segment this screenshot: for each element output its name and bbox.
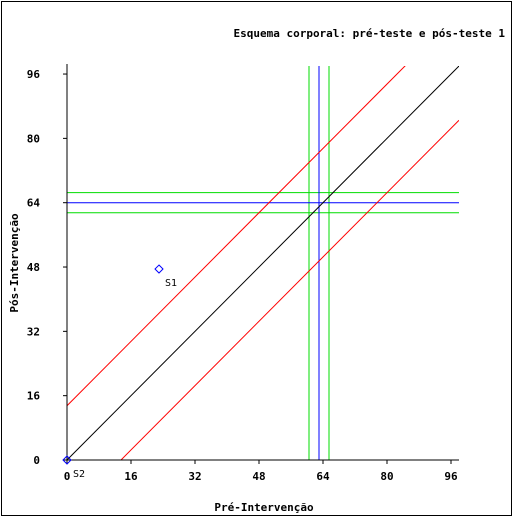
x-tick-label: 96 <box>444 470 458 483</box>
upper-band-line <box>67 66 406 407</box>
identity-line <box>67 66 459 460</box>
ticks: 0 16 32 48 64 80 96 0 16 32 48 64 80 96 <box>27 68 458 483</box>
plot-lines <box>67 66 459 460</box>
x-tick-label: 64 <box>316 470 330 483</box>
y-tick-label: 32 <box>27 325 40 338</box>
lower-band-line <box>120 119 459 460</box>
data-point-label: S2 <box>73 469 85 480</box>
y-tick-label: 96 <box>27 68 41 81</box>
y-tick-label: 80 <box>27 132 40 145</box>
y-tick-label: 0 <box>33 454 40 467</box>
data-point-marker <box>154 264 164 274</box>
points: S1 S2 <box>62 264 177 480</box>
y-tick-label: 64 <box>27 197 41 210</box>
chart-title: Esquema corporal: pré-teste e pós-teste … <box>233 27 505 40</box>
x-tick-label: 32 <box>188 470 201 483</box>
axes <box>66 64 459 461</box>
x-tick-label: 0 <box>64 470 71 483</box>
x-tick-label: 16 <box>124 470 138 483</box>
y-tick-label: 48 <box>27 261 40 274</box>
y-tick-label: 16 <box>27 390 41 403</box>
x-tick-label: 48 <box>252 470 265 483</box>
x-axis-label: Pré-Intervenção <box>214 501 314 514</box>
data-point-label: S1 <box>165 278 177 289</box>
data-point-marker <box>62 455 72 465</box>
y-axis-label: Pós-Intervenção <box>8 213 21 313</box>
x-tick-label: 80 <box>380 470 393 483</box>
